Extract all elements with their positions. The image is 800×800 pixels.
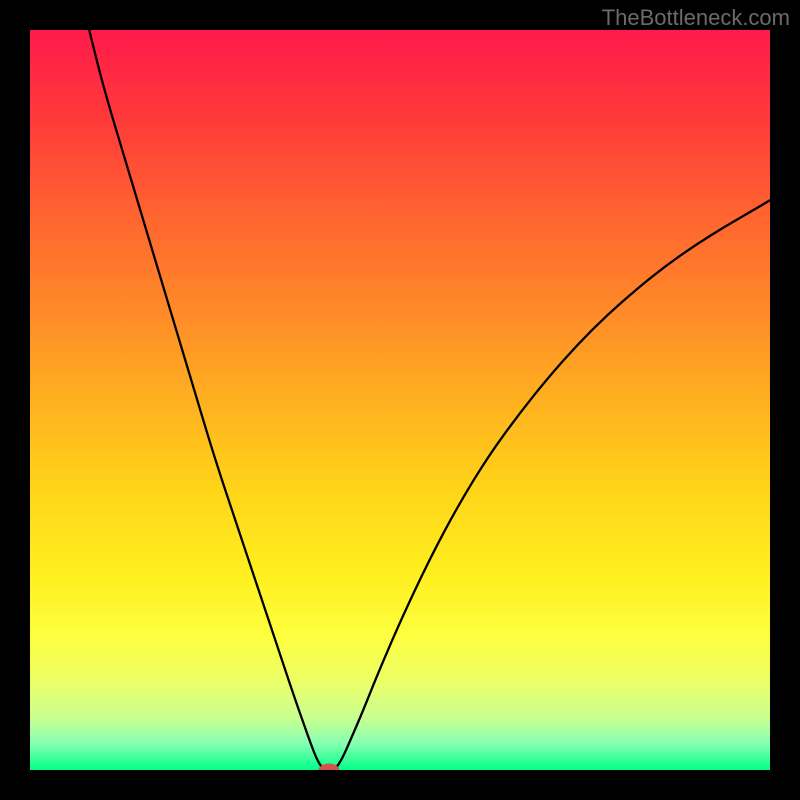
gradient-background xyxy=(30,30,770,770)
chart-svg xyxy=(30,30,770,770)
plot-area xyxy=(30,30,770,770)
watermark-text: TheBottleneck.com xyxy=(602,5,790,31)
chart-container: TheBottleneck.com xyxy=(0,0,800,800)
